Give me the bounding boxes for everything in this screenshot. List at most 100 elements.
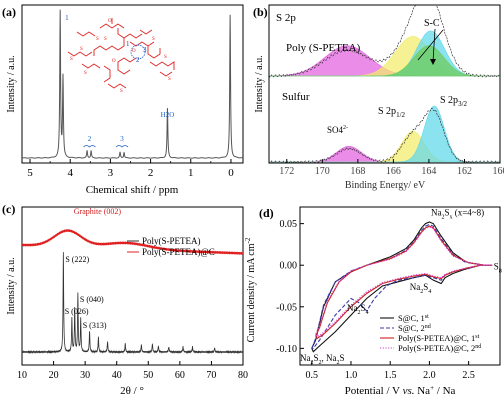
- annotation-peak-1: 1: [65, 14, 69, 22]
- svg-text:S: S: [84, 71, 87, 76]
- panel-b-title: S 2p: [276, 12, 296, 24]
- legend-label-1: S@C, 2nd: [398, 323, 431, 333]
- svg-text:O: O: [108, 19, 112, 24]
- svg-text:S: S: [164, 55, 167, 60]
- b-bottom-component-0: [269, 146, 500, 163]
- panel-b-frame: [268, 4, 501, 164]
- panel-b-sc-arrow: [432, 28, 436, 63]
- annotation-na2s4a-sub1: 2: [420, 289, 423, 295]
- d-ylabel-sup: -2: [244, 237, 252, 243]
- panel-d-frame: [299, 206, 501, 366]
- svg-text:O: O: [132, 49, 136, 54]
- c-xtick-label-7: 80: [238, 370, 248, 381]
- panel-a-xlabel: Chemical shift / ppm: [86, 184, 179, 196]
- legend-label-1-sup: nd: [425, 324, 431, 330]
- b-xtick-label-1: 170: [315, 166, 330, 177]
- annotation-graphite: Graphite (002): [74, 207, 122, 216]
- svg-text:S: S: [152, 37, 155, 42]
- b-bottom-component-1: [269, 130, 500, 163]
- annotation-na2s4a: Na2S4: [410, 282, 432, 295]
- so4-sup: 2-: [343, 125, 348, 131]
- molecule-structure-diagram: S S S S S S S S S O O O: [67, 18, 175, 94]
- annotation-na2s2-tailsub: 2: [337, 360, 340, 366]
- annotation-s8: S8: [494, 261, 502, 274]
- panel-d-cv: (d) 0.5 1.0 1.5 2.0 2.5 -0.10 -0.05 0.00 0.05 Na…: [244, 206, 502, 397]
- panel-b-sc-arrowhead: [430, 59, 436, 65]
- xrd-series-poly-s-petea: [22, 252, 243, 355]
- c-xtick-label-0: 10: [17, 370, 27, 381]
- annotation-na2s4b: Na2S4: [347, 303, 369, 316]
- annotation-peak-h2o: H2O: [161, 111, 175, 119]
- annotation-na2sx: Na2Sx (x=4~8): [431, 207, 484, 220]
- panel-c-legend: Poly(S-PETEA) Poly(S-PETEA)@C: [127, 236, 215, 257]
- annotation-na2s4b-mid: S: [361, 303, 366, 313]
- svg-text:S: S: [80, 47, 83, 52]
- annotation-na2s4b-base: Na: [347, 303, 358, 313]
- svg-text:S: S: [104, 37, 107, 42]
- annotation-na2s2-sub1: 2: [311, 360, 314, 366]
- panel-a-frame: [21, 4, 244, 164]
- a-xtick-label-2: 3: [108, 167, 114, 179]
- legend-label-2-name: Poly(S-PETEA)@C, 1: [398, 333, 475, 343]
- annotation-na2s2-tail: , Na: [322, 353, 337, 363]
- panel-a-ylabel: Intensity / a.u.: [6, 55, 17, 112]
- a-xtick-label-4: 1: [188, 167, 194, 179]
- panel-c-ticks: 10 20 30 40 50 60 70 80: [17, 361, 248, 381]
- panel-c-frame: [21, 206, 244, 366]
- annotation-na2s4b-sub2: 4: [366, 310, 369, 316]
- annotation-brace-3: [115, 145, 129, 148]
- svg-text:S: S: [120, 89, 123, 94]
- panel-b-sc-label: S-C: [424, 18, 440, 29]
- panel-d-ylabel: Current density / mA cm-2: [244, 237, 257, 342]
- d-ytick-label-1: -0.05: [276, 302, 297, 313]
- panel-c-ylabel: Intensity / a.u.: [6, 257, 17, 314]
- cv-series-3: [315, 226, 493, 338]
- structure-label-2: 2: [136, 56, 140, 64]
- d-xtick-label-0: 0.5: [306, 370, 319, 381]
- annotation-na2s4a-base: Na: [410, 282, 421, 292]
- annotation-na2s4b-sub1: 2: [358, 310, 361, 316]
- panel-b-xps: (b) 172 170 168 166 164 162 160 S 2p Poly (S-P…: [253, 4, 504, 191]
- annotation-s313: S (313): [83, 321, 107, 330]
- legend-label-1-name: S@C, 2: [398, 323, 425, 333]
- panel-b-ylabel: Intensity / a.u.: [254, 55, 265, 112]
- annotation-na2sx-sub2: x: [449, 214, 452, 220]
- annotation-s026: S (026): [65, 307, 89, 316]
- panel-d-letter: (d): [259, 206, 274, 220]
- annotation-na2s2-mid: S: [314, 353, 319, 363]
- d-xlabel-na: Na: [414, 385, 430, 397]
- s2p32-sub: 3/2: [458, 100, 467, 108]
- panel-d-xlabel: Potential / V vs. Na+ / Na: [345, 384, 456, 397]
- d-xtick-label-3: 2.0: [423, 370, 436, 381]
- svg-text:O: O: [112, 59, 116, 64]
- a-xtick-label-3: 2: [148, 167, 154, 179]
- xrd-series-poly-s-petea-c: [22, 228, 243, 256]
- panel-b-letter: (b): [253, 5, 268, 19]
- legend-label-0-name: S@C, 1: [398, 313, 425, 323]
- annotation-peak-3: 3: [120, 135, 124, 143]
- d-xtick-label-2: 1.5: [384, 370, 397, 381]
- annotation-na2s2-base: Na: [300, 353, 311, 363]
- d-xlabel-part1: Potential / V: [345, 385, 403, 397]
- c-xtick-label-3: 40: [112, 370, 122, 381]
- panel-c-xlabel: 2θ / °: [120, 385, 144, 397]
- panel-c-annotations: Graphite (002) S (222) S (040) S (026) S (31…: [65, 207, 122, 330]
- annotation-na2s4a-sub2: 4: [428, 289, 431, 295]
- b-xtick-label-0: 172: [279, 166, 294, 177]
- annotation-na2s2-sub2: 2: [319, 360, 322, 366]
- legend-label-0: S@C, 1st: [398, 313, 429, 323]
- panel-b-sc-arrow2: [417, 29, 444, 61]
- b-top-envelope: [269, 5, 500, 78]
- a-xtick-label-1: 4: [67, 167, 73, 179]
- annotation-s040: S (040): [80, 295, 104, 304]
- annotation-s8-sub1: 8: [499, 268, 502, 274]
- panel-c-xrd: (c) 10 20 30 40 50 60 70 80 Graphite (002) S (22…: [2, 202, 248, 397]
- legend-label-3: Poly(S-PETEA)@C, 2nd: [398, 343, 481, 353]
- panel-b-so4-label: SO42-: [327, 125, 348, 135]
- d-ytick-label-3: 0.05: [280, 219, 298, 230]
- legend-label-poly-s-petea-c: Poly(S-PETEA)@C: [142, 247, 215, 257]
